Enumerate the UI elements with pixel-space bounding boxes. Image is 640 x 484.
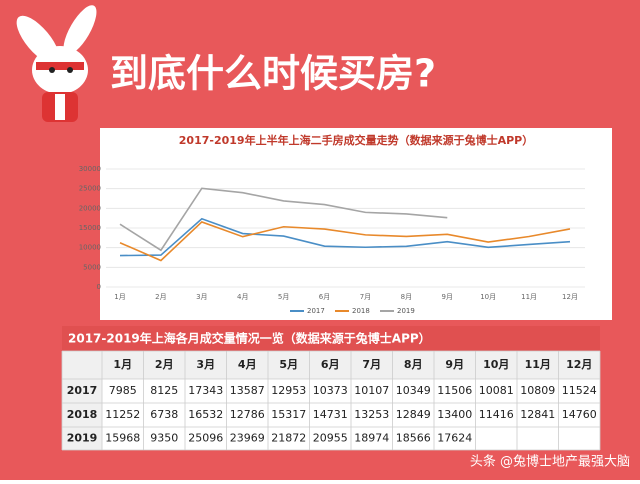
x-tick-label: 11月 [521,293,537,301]
table-cell: 10373 [313,384,348,397]
table-cell: 12953 [271,384,306,397]
table-cell: 20955 [313,432,348,445]
line-series [119,187,448,252]
table-month: 9月 [445,358,464,371]
x-tick-label: 4月 [237,293,248,301]
table-cell: 11416 [479,408,514,421]
y-tick-label: 0 [97,283,101,291]
y-tick-label: 20000 [79,204,101,212]
x-tick-label: 1月 [114,293,125,301]
table-cell: 15317 [271,408,306,421]
table-month: 2月 [155,358,174,371]
x-tick-label: 9月 [442,293,453,301]
y-tick-label: 25000 [79,185,101,193]
table-year: 2019 [67,432,98,445]
x-tick-label: 5月 [278,293,289,301]
table-cell: 10809 [520,384,555,397]
table-month: 7月 [362,358,381,371]
table-cell: 10349 [396,384,431,397]
table-year: 2018 [67,408,98,421]
y-tick-label: 15000 [79,224,101,232]
table-cell: 12786 [230,408,265,421]
line-series [119,221,571,262]
table-month: 5月 [279,358,298,371]
table-cell: 21872 [271,432,306,445]
legend-label: 2019 [397,307,415,315]
table-month: 11月 [525,358,551,371]
x-tick-label: 3月 [196,293,207,301]
table-month: 4月 [238,358,257,371]
table-cell: 14760 [562,408,597,421]
mascot [16,5,97,122]
table-header-row [62,351,600,379]
x-tick-label: 12月 [562,293,578,301]
table-month: 1月 [113,358,132,371]
legend-label: 2018 [352,307,370,315]
table-cell: 10081 [479,384,514,397]
page-title: 到底什么时候买房? [110,52,436,96]
table-cell: 17624 [437,432,472,445]
x-tick-label: 2月 [155,293,166,301]
table-cell: 18566 [396,432,431,445]
legend-label: 2017 [307,307,325,315]
x-tick-label: 7月 [360,293,371,301]
table-row-head [62,379,102,403]
table-month: 6月 [321,358,340,371]
table-cell: 16532 [188,408,223,421]
table-month: 8月 [404,358,423,371]
table-cell: 9350 [150,432,178,445]
x-tick-label: 6月 [319,293,330,301]
table-cell: 18974 [354,432,389,445]
table-title-bar [62,326,600,351]
table-cell: 13587 [230,384,265,397]
y-tick-label: 5000 [83,263,101,271]
table-month: 10月 [483,358,509,371]
table-cell: 17343 [188,384,223,397]
table-cell: 11506 [437,384,472,397]
table-cell: 10107 [354,384,389,397]
chart-panel [100,128,612,320]
table-cell: 12849 [396,408,431,421]
table-row-head [62,427,102,450]
table-cell: 14731 [313,408,348,421]
table-cell: 25096 [188,432,223,445]
table-cell: 23969 [230,432,265,445]
table-cell: 6738 [150,408,178,421]
line-series [119,217,571,257]
table-cell: 15968 [105,432,140,445]
table-cell: 13400 [437,408,472,421]
table-month: 3月 [196,358,215,371]
table-month: 12月 [566,358,592,371]
chart-title: 2017-2019年上半年上海二手房成交量走势（数据来源于兔博士APP） [179,133,533,147]
table-title: 2017-2019年上海各月成交量情况一览（数据来源于兔博士APP） [68,331,431,346]
y-tick-label: 10000 [79,244,101,252]
table-cell: 7985 [109,384,137,397]
table-cell: 11252 [105,408,140,421]
x-tick-label: 10月 [480,293,496,301]
y-tick-label: 30000 [79,165,101,173]
table-year: 2017 [67,384,98,397]
table-cell: 8125 [150,384,178,397]
watermark: 头条 @兔博士地产最强大脑 [470,454,630,470]
x-tick-label: 8月 [401,293,412,301]
table-cell: 13253 [354,408,389,421]
table-cell: 12841 [520,408,555,421]
table-row-head [62,403,102,427]
table-cell: 11524 [562,384,597,397]
